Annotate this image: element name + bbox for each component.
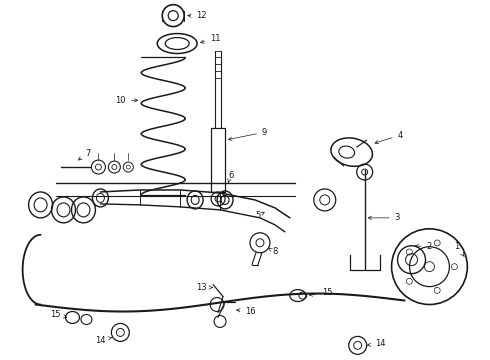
Text: 13: 13 bbox=[196, 283, 213, 292]
Text: 7: 7 bbox=[78, 149, 91, 160]
Text: 11: 11 bbox=[200, 34, 220, 43]
Text: 3: 3 bbox=[368, 213, 400, 222]
Text: 10: 10 bbox=[115, 96, 138, 105]
Text: 4: 4 bbox=[375, 131, 403, 144]
Text: 6: 6 bbox=[228, 171, 233, 183]
Text: 15: 15 bbox=[50, 310, 67, 319]
Text: 9: 9 bbox=[228, 128, 267, 140]
Text: 1: 1 bbox=[454, 242, 464, 256]
Text: 16: 16 bbox=[237, 307, 256, 316]
Text: 12: 12 bbox=[188, 11, 207, 20]
Text: 14: 14 bbox=[368, 339, 385, 348]
Text: 14: 14 bbox=[96, 336, 112, 345]
Text: 5: 5 bbox=[255, 211, 264, 220]
Text: 15: 15 bbox=[309, 288, 332, 297]
Text: 2: 2 bbox=[415, 242, 432, 251]
Text: 8: 8 bbox=[269, 247, 277, 256]
